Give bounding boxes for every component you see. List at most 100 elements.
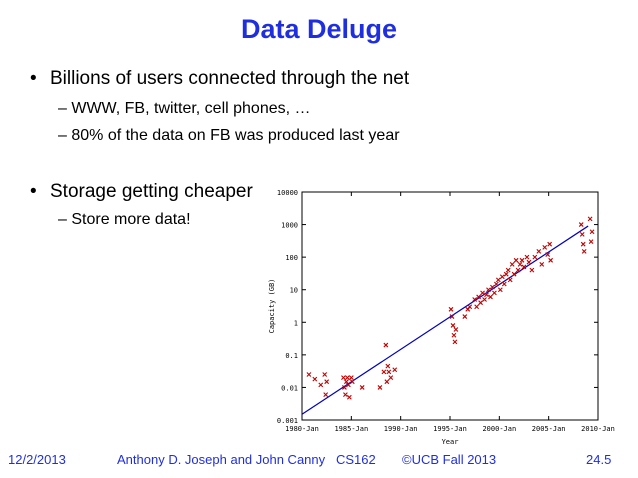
data-point <box>526 259 532 265</box>
data-point <box>467 304 473 310</box>
data-point <box>472 297 478 302</box>
y-axis-label: Capacity (GB) <box>268 279 276 334</box>
footer-course: CS162 <box>336 452 376 467</box>
data-point <box>346 394 352 400</box>
data-point <box>532 254 538 260</box>
data-point <box>536 249 542 254</box>
data-point <box>581 249 587 254</box>
data-point <box>344 379 349 385</box>
data-point <box>524 254 530 260</box>
data-point <box>478 300 483 306</box>
data-point <box>359 385 365 390</box>
data-point <box>486 287 491 293</box>
data-point <box>462 314 468 319</box>
footer-authors: Anthony D. Joseph and John Canny <box>117 452 326 467</box>
data-point <box>580 241 586 247</box>
data-point <box>381 369 387 375</box>
data-point <box>383 342 389 348</box>
data-point <box>589 229 595 235</box>
data-point <box>507 277 513 283</box>
data-point <box>495 277 501 283</box>
footer-page-number: 24.5 <box>586 452 612 467</box>
data-point <box>306 372 312 377</box>
data-point <box>323 392 329 398</box>
data-point <box>476 294 482 300</box>
y-tick-label: 0.1 <box>285 352 298 360</box>
data-point <box>312 376 318 382</box>
data-point <box>449 314 455 319</box>
data-point <box>450 323 456 328</box>
data-point <box>588 239 594 244</box>
data-point <box>349 379 355 385</box>
data-point <box>539 261 545 267</box>
data-point <box>386 369 392 375</box>
y-tick-label: 10 <box>290 287 298 295</box>
data-point <box>493 281 499 287</box>
data-point <box>521 264 527 270</box>
data-point <box>529 267 535 273</box>
x-tick-label: 1995-Jan <box>433 425 467 433</box>
data-point <box>348 375 354 381</box>
data-point <box>509 261 515 267</box>
y-tick-label: 1000 <box>281 222 298 230</box>
data-point <box>392 367 398 373</box>
x-tick-label: 1985-Jan <box>334 425 368 433</box>
data-point <box>345 382 351 388</box>
y-tick-label: 0.01 <box>281 384 298 392</box>
data-point <box>452 339 458 345</box>
y-tick-label: 10000 <box>277 189 298 197</box>
data-point <box>344 375 350 381</box>
data-point <box>448 306 454 312</box>
trend-line <box>301 225 589 415</box>
data-point <box>490 284 495 290</box>
data-point <box>377 385 383 390</box>
y-tick-label: 1 <box>294 319 298 327</box>
data-point <box>342 385 347 390</box>
x-axis-label: Year <box>442 438 459 446</box>
storage-capacity-chart: 0.001 0.01 0.1 1 10 100 1000 10000 1980-Jan 1985-… <box>258 186 634 448</box>
data-point <box>548 257 554 263</box>
data-point <box>451 332 457 338</box>
footer-copyright: ©UCB Fall 2013 <box>402 452 497 467</box>
data-point <box>492 290 497 296</box>
data-point <box>488 294 493 300</box>
data-point <box>511 271 517 277</box>
data-point <box>499 274 505 280</box>
data-point <box>341 375 346 381</box>
data-point <box>343 392 348 398</box>
data-point <box>519 257 525 263</box>
bullet-1-sub-1: – WWW, FB, twitter, cell phones, … <box>58 100 311 117</box>
data-point <box>497 287 503 293</box>
y-tick-label: 100 <box>285 254 298 262</box>
data-point <box>513 257 519 263</box>
bullet-1: • Billions of users connected through the… <box>30 68 409 90</box>
data-point <box>517 261 523 267</box>
data-point <box>578 222 584 227</box>
data-point <box>501 281 507 287</box>
data-point <box>482 297 487 302</box>
slide-title: Data Deluge <box>240 14 398 44</box>
y-tick-label: 0.001 <box>277 417 298 425</box>
data-point <box>324 379 330 385</box>
data-point <box>385 363 391 369</box>
data-point <box>384 379 390 385</box>
data-point <box>453 327 459 332</box>
data-point <box>474 304 480 310</box>
data-point <box>322 372 328 377</box>
data-point <box>515 267 521 273</box>
data-point <box>587 216 593 222</box>
bullet-dot: • <box>30 68 37 89</box>
data-point <box>388 375 394 381</box>
data-point <box>505 267 511 273</box>
bullet-2: • Storage getting cheaper <box>30 181 253 203</box>
x-tick-label: 2000-Jan <box>482 425 516 433</box>
x-tick-label: 1980-Jan <box>285 425 319 433</box>
bullet-2-text: Storage getting cheaper <box>50 181 253 202</box>
data-point <box>579 231 585 237</box>
x-tick-label: 2005-Jan <box>532 425 566 433</box>
data-point <box>542 244 548 250</box>
bullet-1-sub-2: – 80% of the data on FB was produced las… <box>58 127 400 144</box>
bullet-2-sub-1: – Store more data! <box>58 211 191 228</box>
data-point <box>484 292 489 298</box>
data-point <box>547 241 553 247</box>
